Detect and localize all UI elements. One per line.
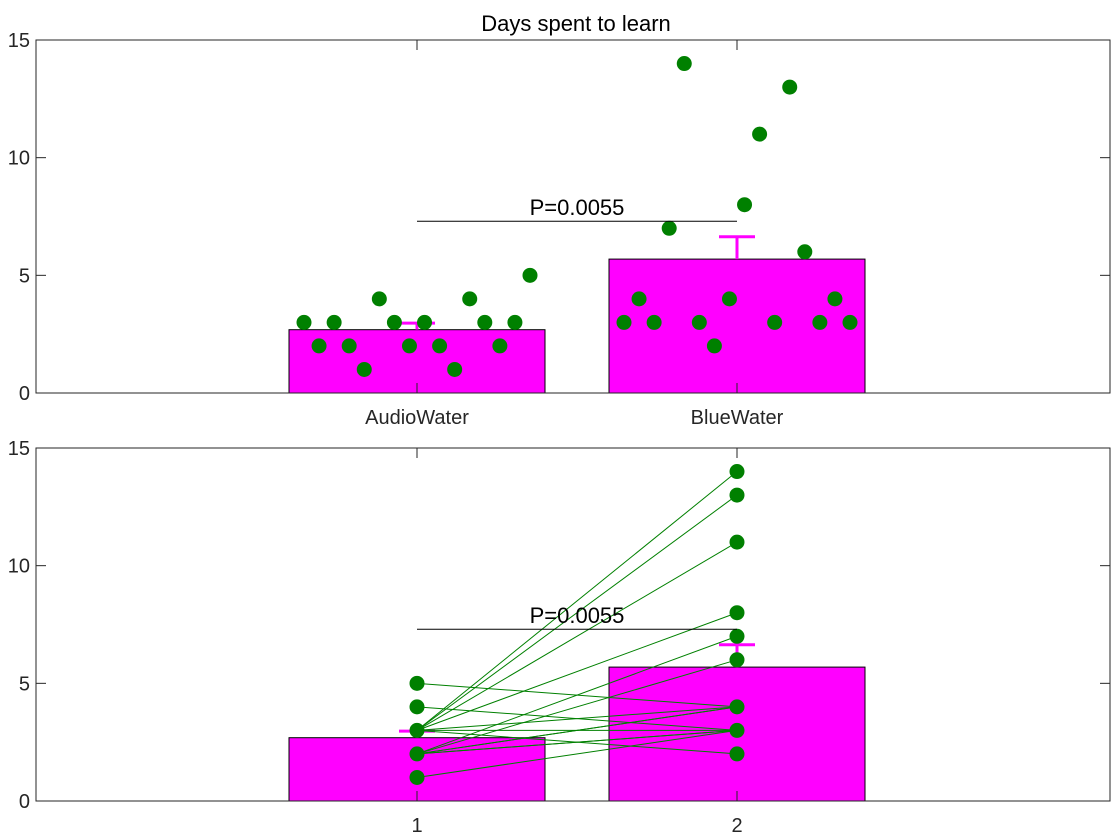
data-point [409, 699, 425, 715]
y-tick-label: 15 [8, 438, 30, 460]
data-point [729, 699, 745, 715]
paired-line [416, 659, 738, 755]
paired-line [416, 706, 738, 755]
bar-BlueWater [608, 258, 866, 394]
x-tick-label: AudioWater [365, 407, 469, 429]
y-tick-label: 0 [19, 383, 30, 405]
data-point [729, 722, 745, 738]
data-point [729, 534, 745, 550]
p-value-label: P=0.0055 [530, 195, 625, 220]
p-value-label: P=0.0055 [530, 603, 625, 628]
chart-title: Days spent to learn [481, 11, 671, 36]
paired-line [416, 471, 738, 731]
data-point [812, 314, 828, 330]
data-point [492, 338, 508, 354]
data-point [782, 79, 798, 95]
data-point [729, 652, 745, 668]
data-point [401, 338, 417, 354]
data-point [507, 314, 523, 330]
paired-line [416, 729, 738, 778]
paired-line [416, 729, 738, 755]
data-point [409, 746, 425, 762]
paired-line [416, 635, 738, 755]
data-point [827, 291, 843, 307]
x-tick-label: BlueWater [691, 407, 784, 429]
data-point [721, 291, 737, 307]
data-point [797, 244, 813, 260]
data-point [767, 314, 783, 330]
data-point [326, 314, 342, 330]
data-point [432, 338, 448, 354]
data-point [661, 220, 677, 236]
top-plot: P=0.0055 0 5 10 15 AudioWater BlueWater [8, 30, 1111, 429]
paired-line [416, 706, 738, 731]
data-point [729, 464, 745, 480]
x-tick-label: 1 [411, 815, 422, 837]
paired-line [416, 612, 738, 731]
paired-line [416, 541, 738, 731]
data-point [676, 56, 692, 72]
data-point [646, 314, 662, 330]
data-point [341, 338, 357, 354]
data-point [386, 314, 402, 330]
data-point [417, 314, 433, 330]
data-point [522, 267, 538, 283]
data-point [447, 361, 463, 377]
data-point [691, 314, 707, 330]
data-point [462, 291, 478, 307]
data-point [729, 487, 745, 503]
axes-box [35, 39, 1111, 394]
data-point [631, 291, 647, 307]
data-point [477, 314, 493, 330]
data-point [409, 722, 425, 738]
data-point [409, 675, 425, 691]
x-tick-label: 2 [731, 815, 742, 837]
data-point [296, 314, 312, 330]
y-tick-label: 0 [19, 791, 30, 813]
data-point [729, 628, 745, 644]
y-tick-label: 5 [19, 265, 30, 287]
y-tick-label: 15 [8, 30, 30, 52]
bottom-plot: P=0.0055 0 5 10 15 1 2 [8, 438, 1111, 837]
data-point [371, 291, 387, 307]
axes-box [35, 447, 1111, 802]
data-point [729, 746, 745, 762]
data-point [409, 769, 425, 785]
data-point [729, 605, 745, 621]
y-tick-label: 5 [19, 673, 30, 695]
y-tick-label: 10 [8, 148, 30, 170]
data-point [311, 338, 327, 354]
data-point [842, 314, 858, 330]
data-point [356, 361, 372, 377]
paired-line [416, 494, 738, 731]
data-point [737, 197, 753, 213]
y-tick-label: 10 [8, 556, 30, 578]
data-point [616, 314, 632, 330]
data-point [752, 126, 768, 142]
data-point [706, 338, 722, 354]
